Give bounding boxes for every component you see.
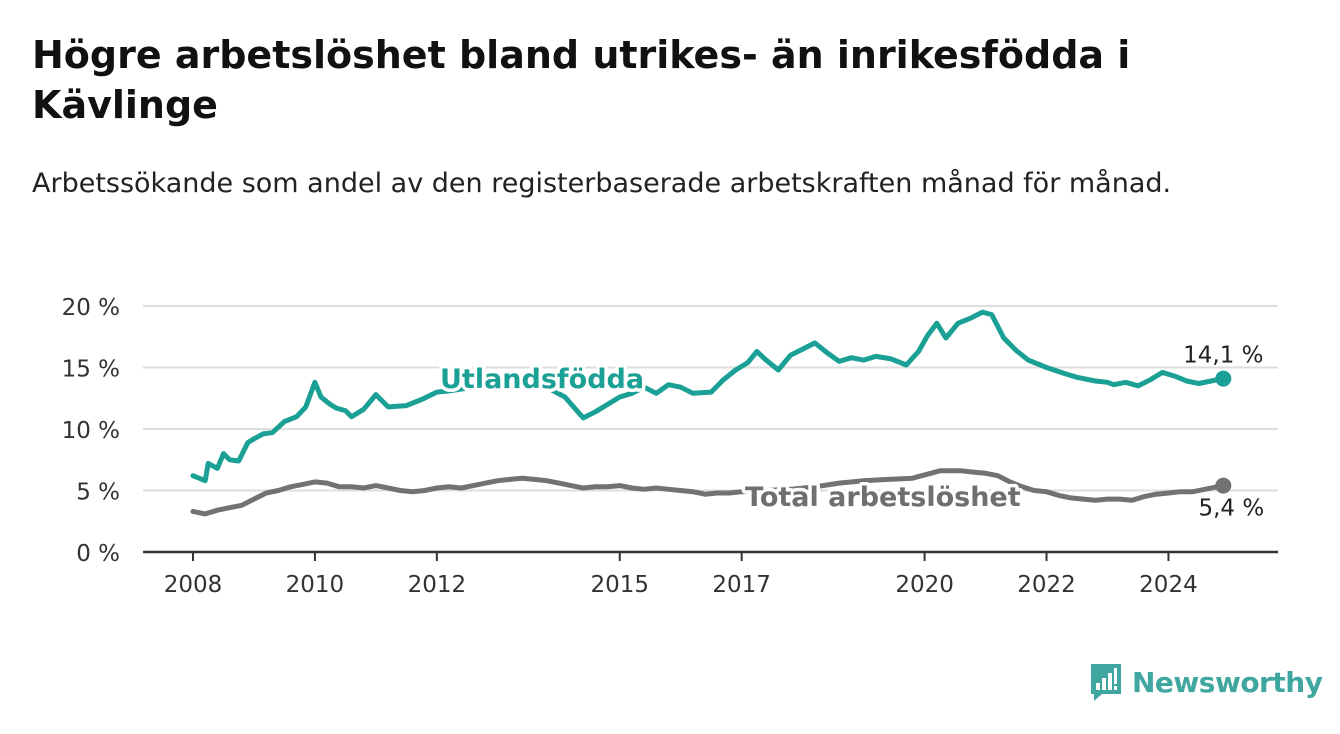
x-tick-label: 2010: [286, 572, 345, 598]
series-end-point: [1215, 370, 1232, 387]
gridlines: [143, 305, 1278, 492]
x-tick-label: 2008: [164, 572, 223, 598]
brand-logo: Newsworthy: [1088, 660, 1323, 704]
series-end-label: 14,1 %: [1183, 343, 1263, 369]
x-tick-label: 2017: [712, 572, 771, 598]
series-end-point: [1215, 477, 1232, 494]
series-inline-label: Total arbetslöshet: [745, 482, 1021, 513]
series-line-utlandsfodda: [190, 309, 1226, 484]
y-axis-tick-labels: 0 % 5 % 10 % 15 % 20 %: [62, 295, 120, 567]
y-tick-label: 10 %: [62, 418, 120, 444]
x-tick-label: 2022: [1017, 572, 1076, 598]
series-inline-label: Utlandsfödda: [440, 364, 644, 395]
series-lines: [190, 309, 1232, 517]
y-tick-label: 0 %: [76, 541, 120, 567]
brand-name: Newsworthy: [1132, 665, 1323, 699]
x-tick-label: 2020: [895, 572, 954, 598]
chart-title: Högre arbetslöshet bland utrikes- än inr…: [32, 33, 1131, 127]
x-axis: 2008 2010 2012 2015 2017 2020 2022 2024: [143, 550, 1278, 598]
series-line-total: [190, 468, 1226, 517]
y-tick-label: 5 %: [76, 480, 120, 506]
y-tick-label: 20 %: [62, 295, 120, 321]
line-chart: 0 %5 %10 %15 %20 % 2008 2010 2012 2015 2017 2…: [62, 295, 1278, 598]
chart-subtitle: Arbetssökande som andel av den registerb…: [32, 168, 1172, 199]
series-end-label: 5,4 %: [1198, 496, 1264, 522]
x-tick-label: 2015: [590, 572, 649, 598]
series-labels: 14,1 % 5,4 % Utlandsfödda Total arbetslöshe…: [437, 343, 1265, 522]
x-tick-label: 2012: [408, 572, 467, 598]
newsworthy-logo-icon: [1091, 664, 1121, 701]
y-tick-label: 15 %: [62, 357, 120, 383]
x-tick-label: 2024: [1139, 572, 1198, 598]
